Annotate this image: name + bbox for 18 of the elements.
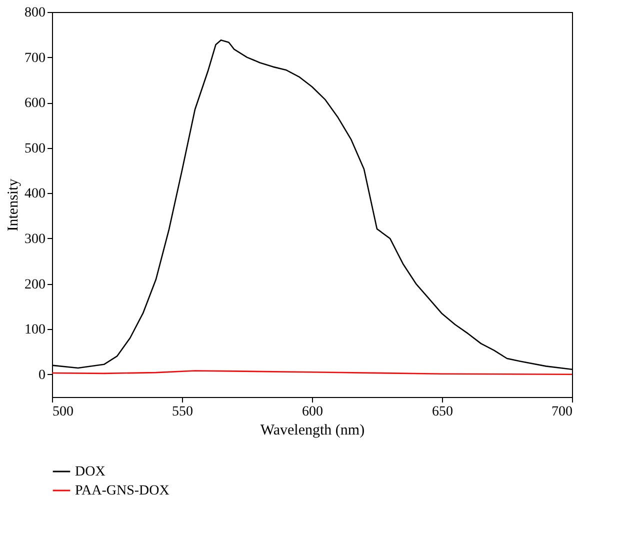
legend-label: PAA-GNS-DOX — [75, 484, 170, 498]
x-tick-label: 600 — [302, 404, 323, 420]
y-tick-label: 700 — [24, 50, 46, 66]
y-tick-label: 300 — [24, 232, 46, 247]
y-tick-label: 600 — [24, 96, 46, 112]
y-tick-label: 800 — [24, 6, 46, 20]
y-tick-label: 0 — [38, 368, 46, 383]
x-tick-label: 500 — [52, 404, 74, 420]
y-axis-title: Intensity — [6, 178, 22, 232]
y-tick-label: 400 — [24, 186, 46, 202]
legend-label: DOX — [75, 464, 106, 480]
x-tick-label: 700 — [552, 404, 572, 420]
x-tick-label: 550 — [172, 404, 193, 420]
y-tick-label: 500 — [24, 141, 46, 156]
y-tick-label: 200 — [24, 277, 46, 292]
y-tick-label: 100 — [24, 322, 46, 338]
x-tick-label: 650 — [432, 404, 453, 420]
x-axis-title: Wavelength (nm) — [260, 422, 365, 438]
